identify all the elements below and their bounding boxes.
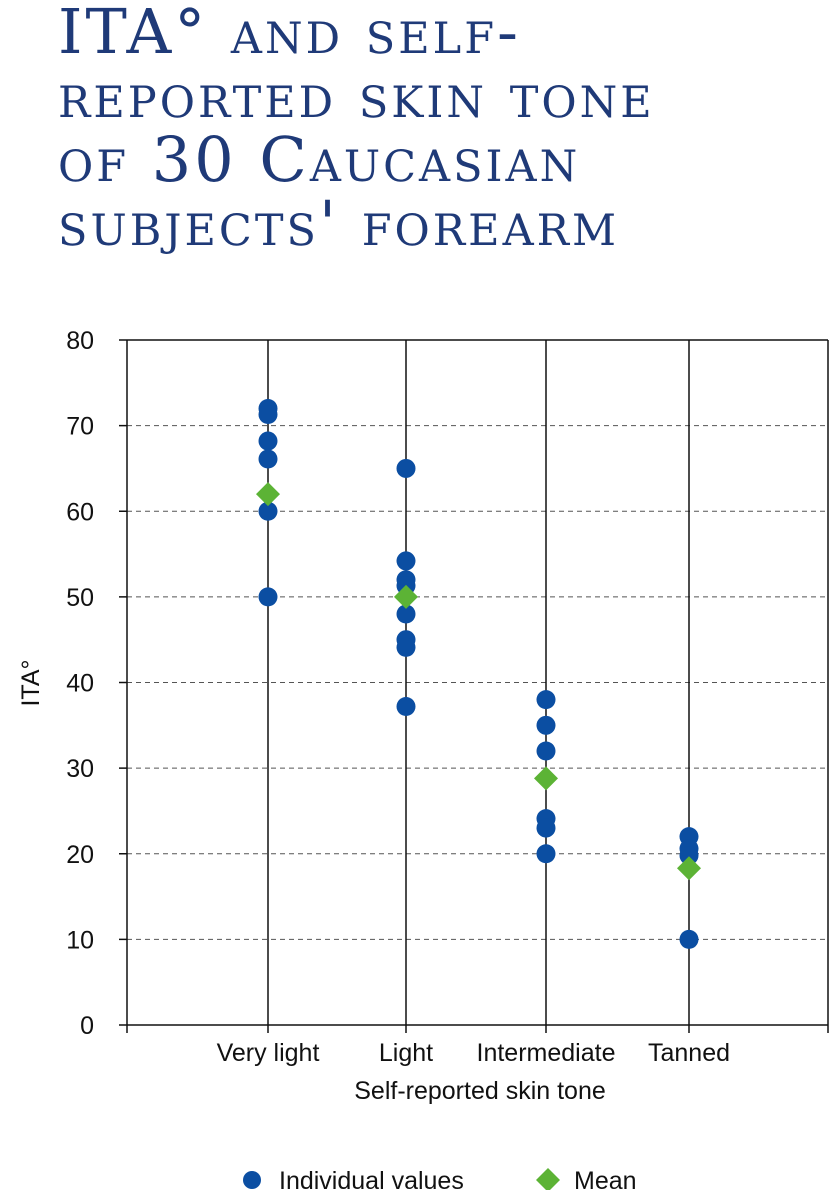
individual-point (679, 845, 699, 865)
individual-point (396, 458, 416, 478)
individual-point (536, 741, 556, 761)
title-line-2: reported skin tone (58, 59, 655, 132)
individual-point (536, 690, 556, 710)
individual-point (258, 587, 278, 607)
title-line-1: ITA° and self- (58, 0, 521, 68)
individual-point (396, 551, 416, 571)
individual-point (679, 929, 699, 949)
x-tick-labels: Very light Light Intermediate Tanned (217, 1039, 730, 1067)
mean-point (394, 584, 418, 609)
y-tick-label: 50 (66, 584, 94, 612)
title-line-4: subjects' forearm (58, 187, 620, 260)
y-tick-label: 0 (80, 1012, 94, 1040)
y-tick-label: 70 (66, 413, 94, 441)
legend: Individual values Mean (243, 1167, 637, 1190)
legend-individual-label: Individual values (279, 1167, 464, 1190)
mean-point (256, 482, 280, 507)
grid-lines (127, 425, 828, 940)
title-line-3: of 30 Caucasian (58, 123, 581, 196)
individual-point (396, 604, 416, 624)
y-tick-label: 60 (66, 498, 94, 526)
individual-point (258, 449, 278, 469)
y-axis-label: ITA° (17, 659, 45, 706)
individual-point (258, 404, 278, 424)
legend-individual-marker (243, 1171, 261, 1189)
y-tick-label: 80 (66, 327, 94, 355)
chart-title: ITA° and self- reported skin tone of 30 … (58, 0, 818, 256)
y-tick-labels: 0 10 20 30 40 50 60 70 80 (66, 327, 94, 1040)
legend-mean-marker (536, 1168, 560, 1190)
individual-point (536, 844, 556, 864)
mean-markers (256, 482, 701, 881)
individual-point (536, 715, 556, 735)
mean-point (534, 766, 558, 791)
y-tick-label: 40 (66, 670, 94, 698)
x-tick-label: Tanned (648, 1039, 730, 1067)
y-tick-label: 20 (66, 841, 94, 869)
y-tick-label: 10 (66, 926, 94, 954)
x-tick-label: Very light (217, 1039, 320, 1067)
individual-point (536, 818, 556, 838)
y-tick-label: 30 (66, 755, 94, 783)
individual-point (258, 431, 278, 451)
x-tick-label: Intermediate (477, 1039, 616, 1067)
legend-mean-label: Mean (574, 1167, 637, 1190)
data-points (258, 399, 699, 949)
individual-point (258, 501, 278, 521)
axes (119, 339, 829, 1033)
x-tick-label: Light (379, 1039, 433, 1067)
individual-point (396, 637, 416, 657)
mean-point (677, 856, 701, 881)
x-axis-label: Self-reported skin tone (354, 1077, 606, 1105)
individual-point (396, 696, 416, 716)
